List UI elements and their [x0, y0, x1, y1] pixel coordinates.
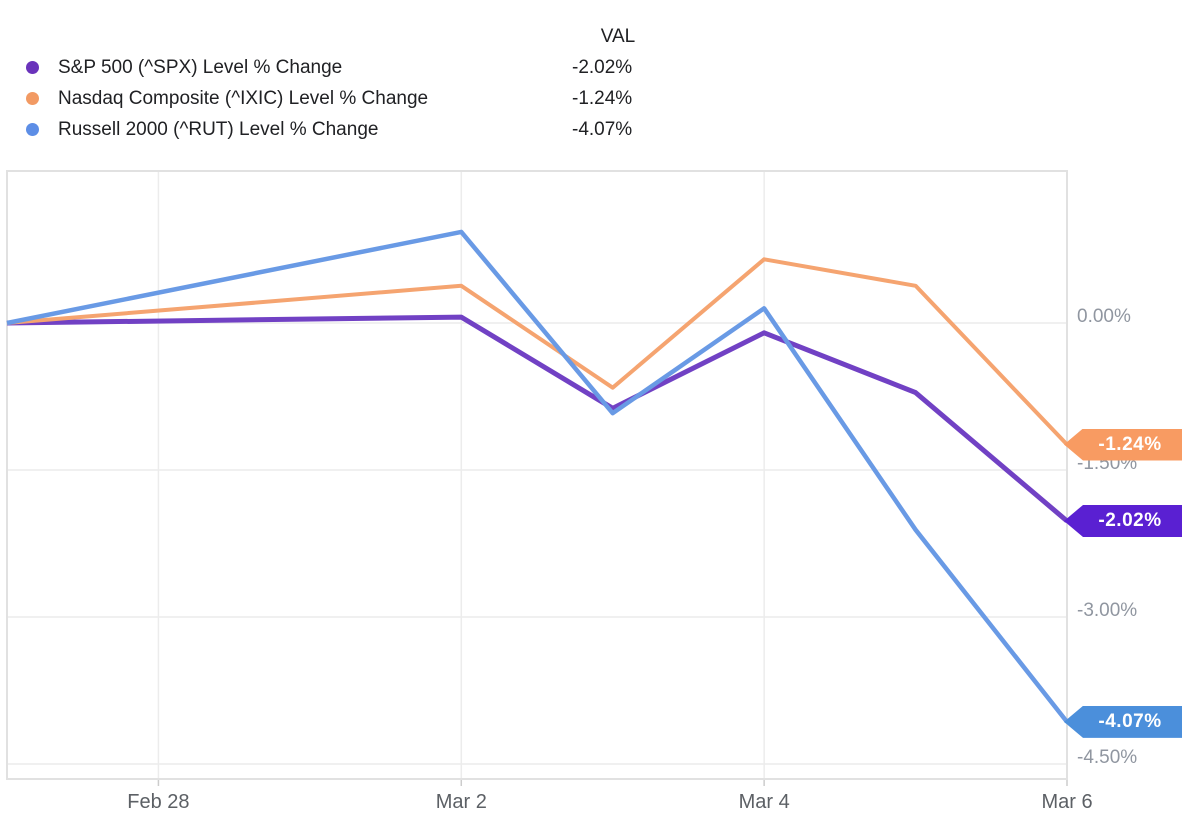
y-axis-label: 0.00%: [1077, 306, 1131, 327]
legend-item-value: -1.24%: [572, 88, 633, 109]
legend-item-rut: Russell 2000 (^RUT) Level % Change -4.07…: [0, 114, 1203, 145]
legend-item-ixic: Nasdaq Composite (^IXIC) Level % Change …: [0, 83, 1203, 114]
series-line-ixic: [6, 257, 1069, 446]
legend-value-column-header: VAL: [600, 26, 636, 47]
series-line-rut: [6, 229, 1069, 724]
series-dot-icon: [26, 92, 39, 105]
x-axis-label: Mar 6: [1041, 791, 1093, 813]
legend-item-value: -2.02%: [572, 57, 633, 78]
legend-item-spx: S&P 500 (^SPX) Level % Change -2.02%: [0, 52, 1203, 83]
series-end-value-tag-spx: -2.02%: [1064, 504, 1182, 537]
y-axis-label: -3.00%: [1077, 600, 1138, 621]
y-axis-label: -4.50%: [1077, 747, 1138, 768]
chart-legend: S&P 500 (^SPX) Level % Change -2.02% Nas…: [0, 52, 1203, 145]
series-dot-icon: [26, 61, 39, 74]
series-end-value-tag-rut: -4.07%: [1064, 705, 1182, 738]
plot-border: [6, 170, 1068, 780]
x-axis-label: Mar 2: [435, 791, 487, 813]
legend-item-value: -4.07%: [572, 119, 633, 140]
legend-item-label: Russell 2000 (^RUT) Level % Change: [58, 119, 379, 140]
series-dot-icon: [26, 123, 39, 136]
series-end-value-tag-ixic: -1.24%: [1064, 428, 1182, 461]
legend-item-label: S&P 500 (^SPX) Level % Change: [58, 57, 343, 78]
series-line-spx: [6, 314, 1069, 523]
x-axis-label: Mar 4: [738, 791, 790, 813]
x-axis-label: Feb 28: [127, 791, 190, 813]
legend-item-label: Nasdaq Composite (^IXIC) Level % Change: [58, 88, 429, 109]
